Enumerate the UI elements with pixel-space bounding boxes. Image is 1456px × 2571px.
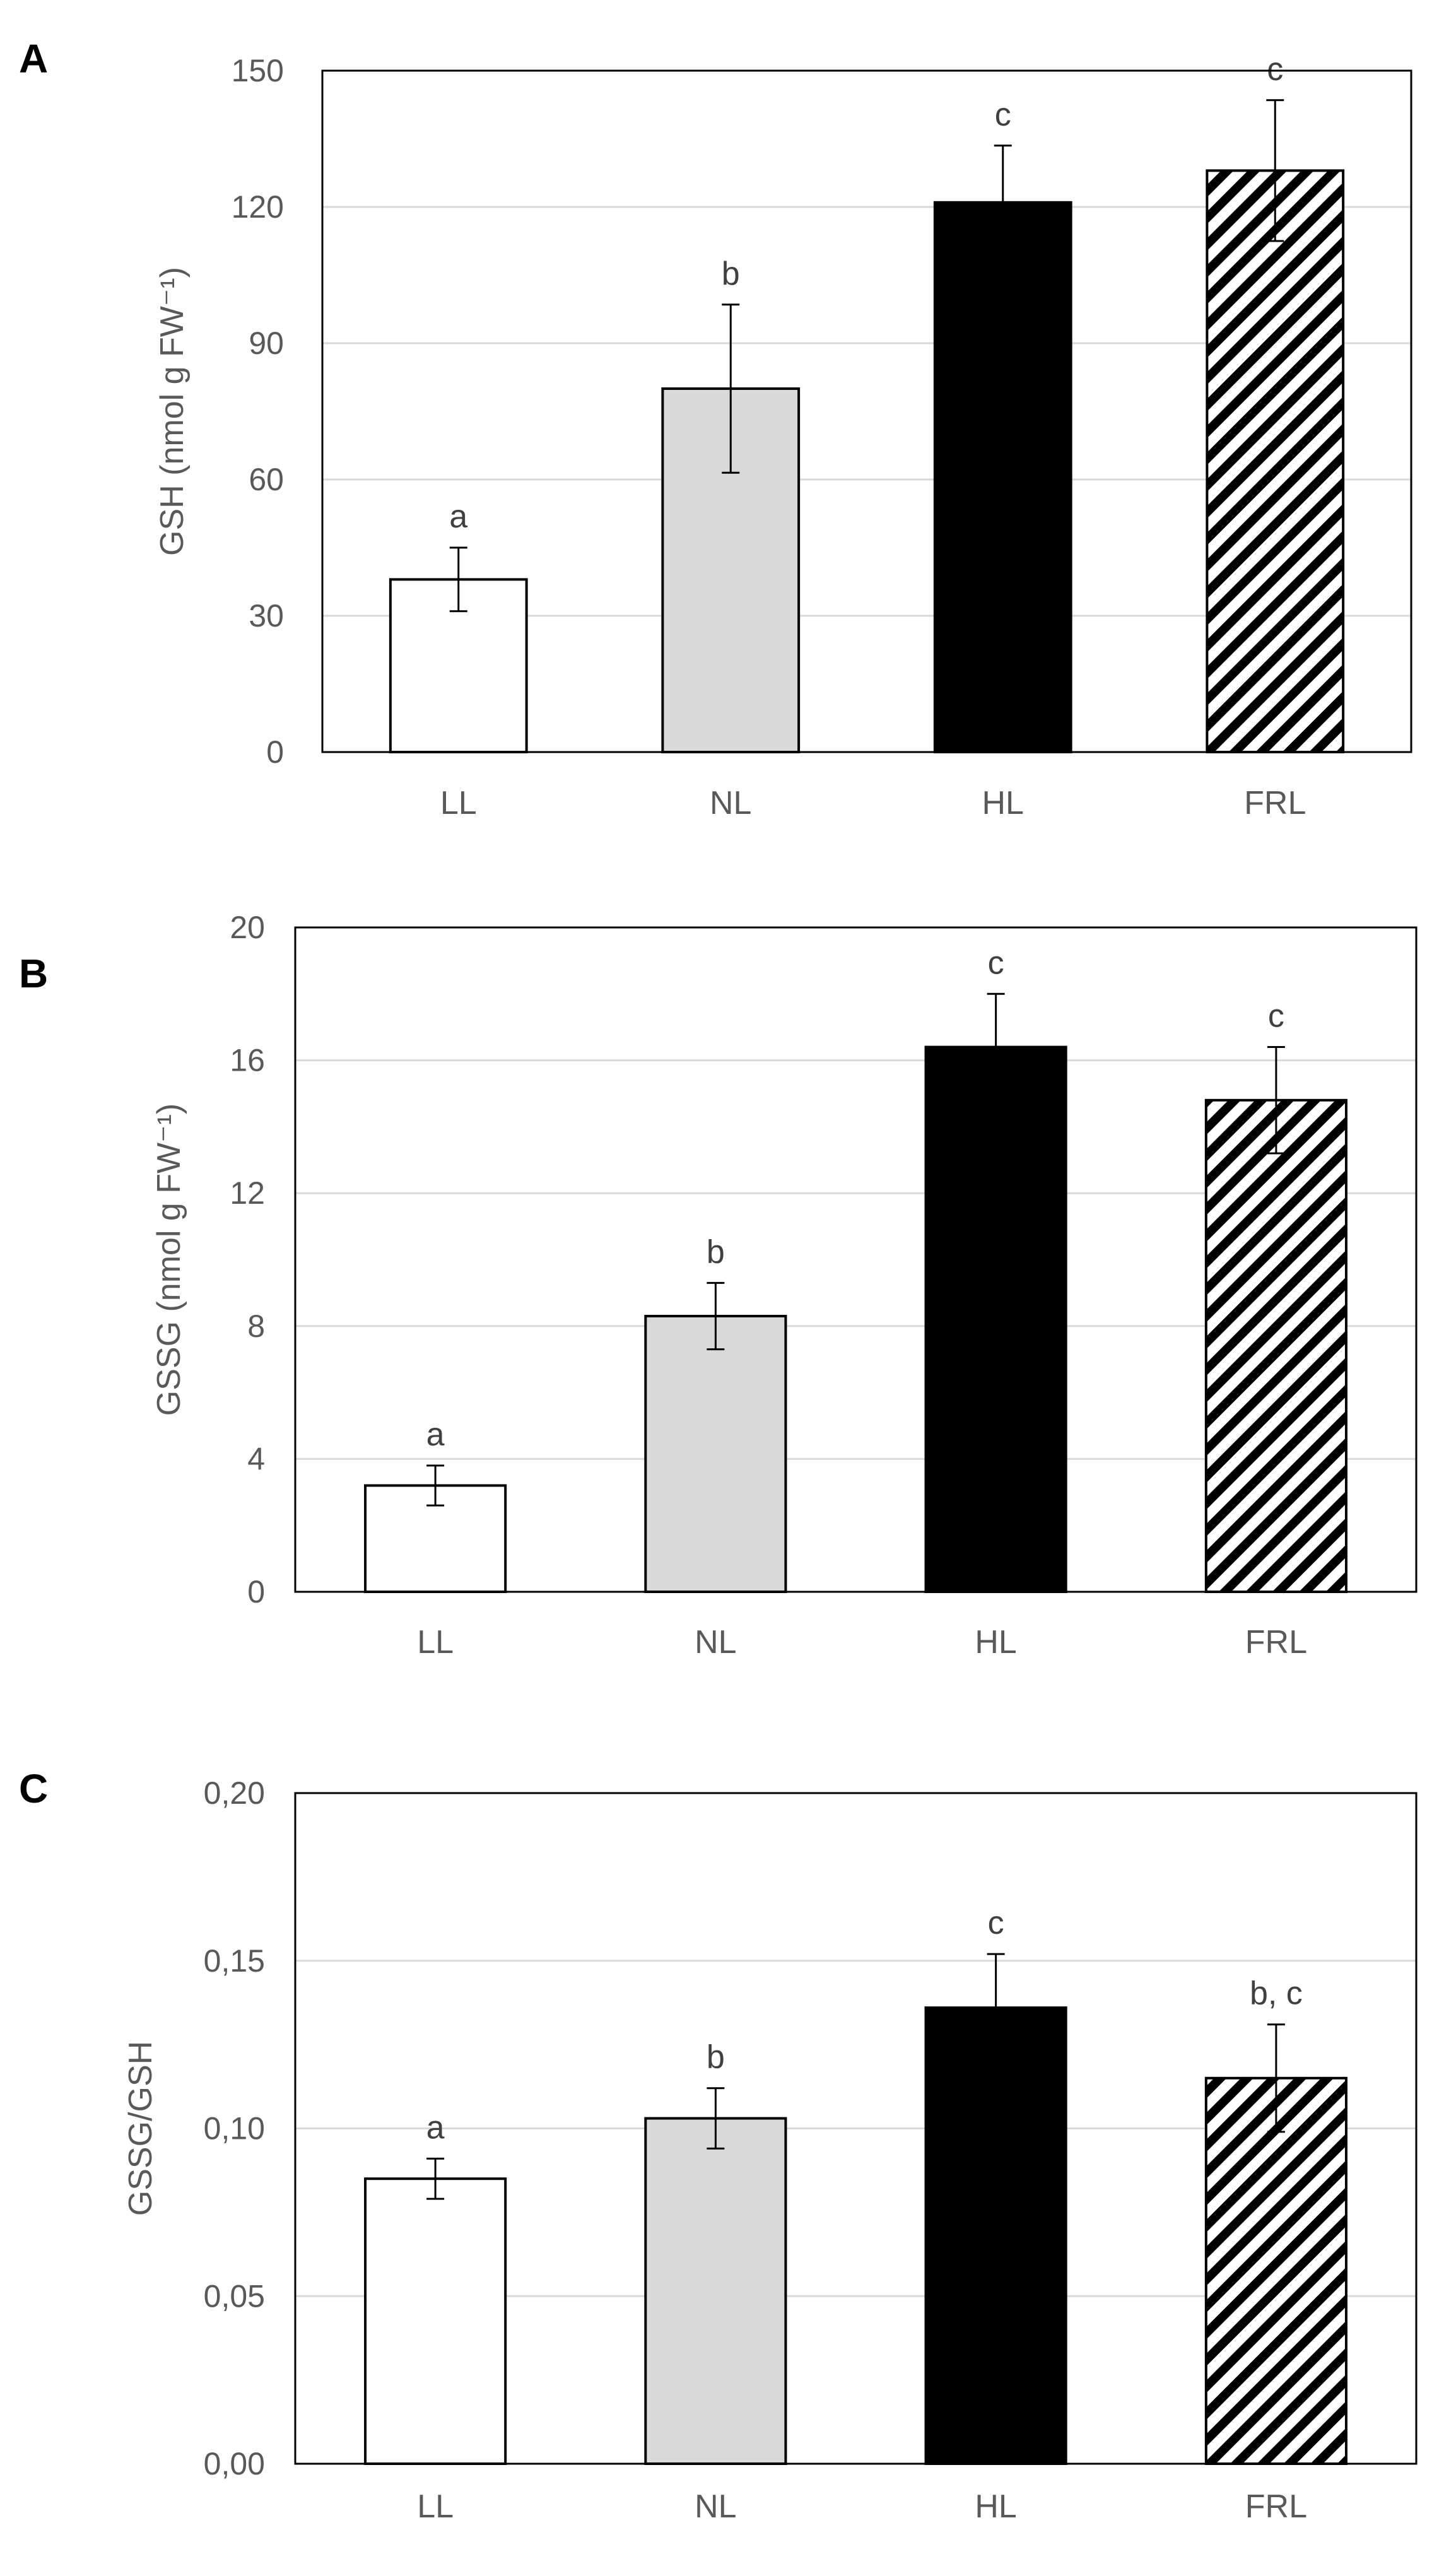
significance-label: b [707,1233,725,1270]
category-label: HL [975,1624,1016,1661]
y-axis-title: GSSG (nmol g FW⁻¹) [151,1103,187,1416]
y-tick-label: 4 [247,1441,265,1476]
y-tick-label: 90 [249,326,284,361]
bar-hl [924,1045,1067,1594]
significance-label: c [995,97,1011,133]
plot-frame [294,926,1418,1593]
chart-panel-a: A 0 30 60 90 120 150 GSH (nmol g FW⁻¹) a LL b NL c HL… [19,36,1412,821]
significance-label: c [988,1905,1004,1941]
category-label: FRL [1245,1624,1307,1661]
bar-nl [644,2117,787,2465]
y-tick-label: 0,10 [204,2111,265,2146]
bar-frl [1206,169,1345,753]
category-label: FRL [1245,2488,1307,2525]
category-label: FRL [1244,785,1306,821]
y-tick-label: 12 [230,1175,265,1211]
category-label: NL [695,2488,736,2525]
chart-panel-b: B 0 4 8 12 16 20 GSSG (nmol g FW⁻¹) a LL b NL c HL c FR… [19,910,1418,1661]
chart-panel-c: C 0,00 0,05 0,10 0,15 0,20 GSSG/GSH a LL b NL c HL b,… [19,1766,1418,2525]
plot-frame [321,69,1412,753]
significance-label: b [722,256,740,292]
bar-frl [1204,1098,1347,1593]
significance-label: c [988,944,1004,981]
panel-letter: A [19,36,48,81]
category-label: HL [982,785,1024,821]
category-label: HL [975,2488,1016,2525]
y-tick-label: 60 [249,462,284,497]
category-label: NL [710,785,751,821]
category-label: NL [695,1624,736,1661]
y-tick-label: 120 [232,189,284,225]
significance-label: b [707,2039,725,2076]
y-tick-label: 8 [247,1309,265,1344]
bar-nl [644,1315,787,1593]
significance-label: c [1268,998,1284,1035]
y-tick-label: 0,15 [204,1943,265,1979]
bar-hl [924,2006,1067,2465]
y-tick-label: 0,20 [204,1775,265,1811]
significance-label: b, c [1250,1975,1303,2012]
y-tick-label: 0 [266,734,284,770]
category-label: LL [440,785,477,821]
significance-label: a [449,498,467,535]
panel-letter: C [19,1766,48,1811]
panel-letter: B [19,951,48,996]
y-tick-label: 16 [230,1043,265,1078]
bar-frl [1204,2076,1347,2465]
significance-label: c [1267,51,1283,88]
category-label: LL [417,2488,454,2525]
y-tick-label: 0,00 [204,2446,265,2481]
y-tick-label: 0,05 [204,2278,265,2314]
y-tick-label: 150 [232,53,284,88]
y-tick-label: 0 [247,1574,265,1609]
plot-frame [294,1792,1418,2465]
category-label: LL [417,1624,454,1661]
bar-hl [933,201,1072,753]
bar-ll [364,2177,507,2466]
y-axis-title: GSSG/GSH [122,2041,159,2216]
y-tick-label: 20 [230,910,265,945]
significance-label: a [426,1416,445,1453]
y-axis-title: GSH (nmol g FW⁻¹) [154,267,191,556]
significance-label: a [426,2109,445,2146]
y-tick-label: 30 [249,598,284,633]
